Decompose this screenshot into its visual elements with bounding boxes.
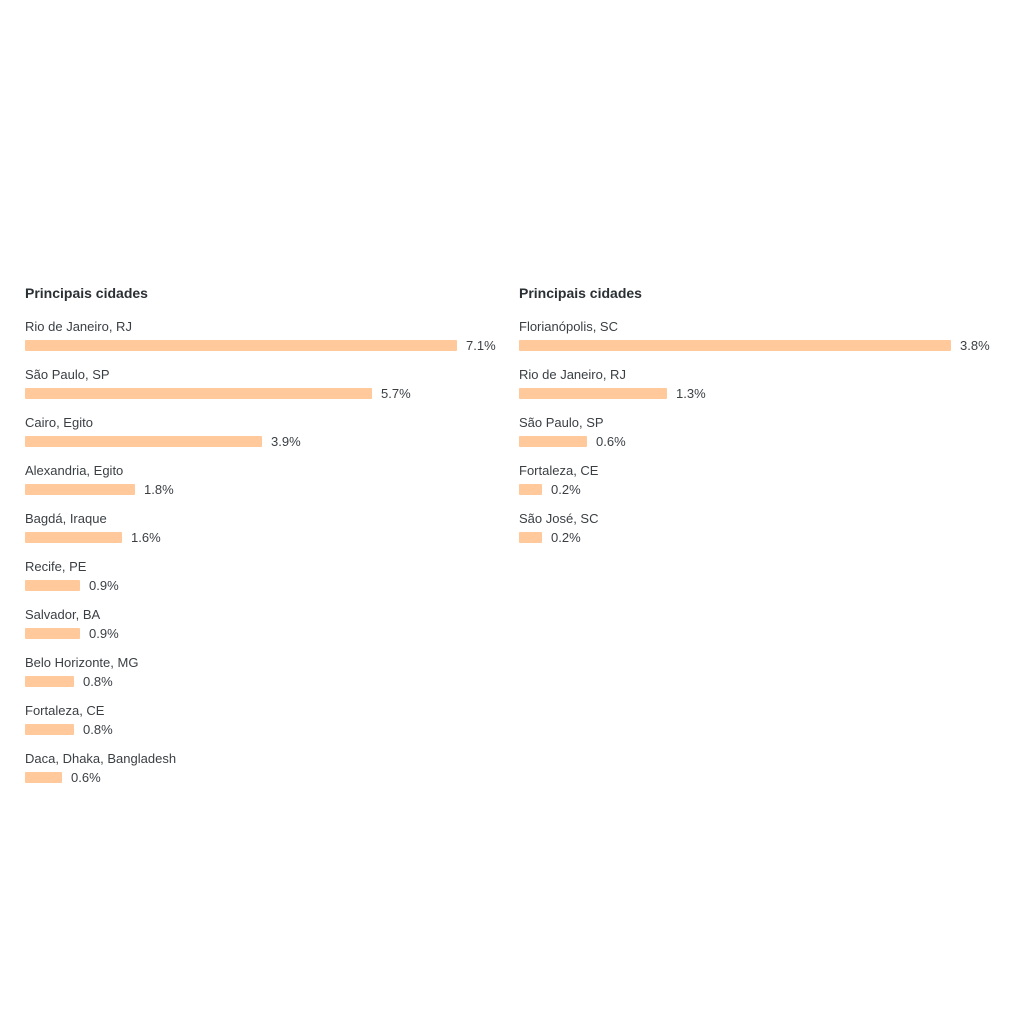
- bar-line: 1.8%: [25, 481, 500, 497]
- city-bar: [519, 531, 542, 543]
- city-label: Daca, Dhaka, Bangladesh: [25, 751, 177, 766]
- city-label: Bagdá, Iraque: [25, 511, 107, 526]
- city-label: Recife, PE: [25, 559, 87, 574]
- city-row: Florianópolis, SC 3.8%: [519, 319, 994, 367]
- bar-line: 1.6%: [25, 529, 500, 545]
- city-bar: [25, 531, 122, 543]
- top-cities-panel-left: Principais cidades Rio de Janeiro, RJ 7.1…: [25, 284, 500, 799]
- city-bar: [25, 675, 74, 687]
- city-bar: [519, 435, 587, 447]
- city-row: Cairo, Egito 3.9%: [25, 415, 500, 463]
- bar-line: 7.1%: [25, 337, 500, 353]
- city-bar: [25, 579, 80, 591]
- city-bar: [25, 387, 372, 399]
- city-row: São Paulo, SP 0.6%: [519, 415, 994, 463]
- percentage-label: 7.1%: [466, 337, 496, 353]
- bar-line: 0.8%: [25, 721, 500, 737]
- bar-line: 0.2%: [519, 481, 994, 497]
- city-row: São José, SC 0.2%: [519, 511, 994, 559]
- percentage-label: 1.6%: [131, 529, 161, 545]
- percentage-label: 3.9%: [271, 433, 301, 449]
- bar-line: 1.3%: [519, 385, 994, 401]
- percentage-label: 5.7%: [381, 385, 411, 401]
- city-label: Fortaleza, CE: [25, 703, 105, 718]
- panel-title: Principais cidades: [25, 285, 148, 301]
- city-label: Rio de Janeiro, RJ: [25, 319, 132, 334]
- city-label: São Paulo, SP: [519, 415, 604, 430]
- city-bar: [519, 387, 667, 399]
- percentage-label: 0.9%: [89, 625, 119, 641]
- percentage-label: 0.8%: [83, 673, 113, 689]
- city-label: Rio de Janeiro, RJ: [519, 367, 626, 382]
- city-bar: [25, 723, 74, 735]
- bar-line: 3.9%: [25, 433, 500, 449]
- percentage-label: 3.8%: [960, 337, 990, 353]
- city-list: Florianópolis, SC 3.8% Rio de Janeiro, RJ 1…: [519, 319, 994, 559]
- city-row: Bagdá, Iraque 1.6%: [25, 511, 500, 559]
- bar-line: 0.8%: [25, 673, 500, 689]
- city-row: São Paulo, SP 5.7%: [25, 367, 500, 415]
- percentage-label: 0.6%: [71, 769, 101, 785]
- city-bar: [25, 339, 457, 351]
- bar-line: 0.9%: [25, 577, 500, 593]
- top-cities-panel-right: Principais cidades Florianópolis, SC 3.8%…: [519, 284, 994, 559]
- city-row: Fortaleza, CE 0.8%: [25, 703, 500, 751]
- city-label: Alexandria, Egito: [25, 463, 124, 478]
- bar-line: 5.7%: [25, 385, 500, 401]
- city-bar: [519, 339, 951, 351]
- city-row: Rio de Janeiro, RJ 7.1%: [25, 319, 500, 367]
- city-label: Salvador, BA: [25, 607, 101, 622]
- city-row: Alexandria, Egito 1.8%: [25, 463, 500, 511]
- bar-line: 0.9%: [25, 625, 500, 641]
- city-row: Salvador, BA 0.9%: [25, 607, 500, 655]
- bar-line: 0.6%: [519, 433, 994, 449]
- city-label: Belo Horizonte, MG: [25, 655, 139, 670]
- percentage-label: 0.8%: [83, 721, 113, 737]
- city-row: Daca, Dhaka, Bangladesh 0.6%: [25, 751, 500, 799]
- percentage-label: 0.9%: [89, 577, 119, 593]
- city-bar: [25, 435, 262, 447]
- bar-line: 0.6%: [25, 769, 500, 785]
- city-label: Cairo, Egito: [25, 415, 93, 430]
- percentage-label: 0.6%: [596, 433, 626, 449]
- panel-title: Principais cidades: [519, 285, 642, 301]
- city-label: São Paulo, SP: [25, 367, 110, 382]
- percentage-label: 0.2%: [551, 481, 581, 497]
- percentage-label: 1.3%: [676, 385, 706, 401]
- city-bar: [25, 771, 62, 783]
- percentage-label: 1.8%: [144, 481, 174, 497]
- city-row: Fortaleza, CE 0.2%: [519, 463, 994, 511]
- city-label: São José, SC: [519, 511, 599, 526]
- city-row: Recife, PE 0.9%: [25, 559, 500, 607]
- bar-line: 3.8%: [519, 337, 994, 353]
- city-bar: [519, 483, 542, 495]
- city-label: Florianópolis, SC: [519, 319, 618, 334]
- city-label: Fortaleza, CE: [519, 463, 599, 478]
- city-row: Belo Horizonte, MG 0.8%: [25, 655, 500, 703]
- city-list: Rio de Janeiro, RJ 7.1% São Paulo, SP 5.7% C…: [25, 319, 500, 799]
- city-bar: [25, 627, 80, 639]
- city-bar: [25, 483, 135, 495]
- bar-line: 0.2%: [519, 529, 994, 545]
- city-row: Rio de Janeiro, RJ 1.3%: [519, 367, 994, 415]
- percentage-label: 0.2%: [551, 529, 581, 545]
